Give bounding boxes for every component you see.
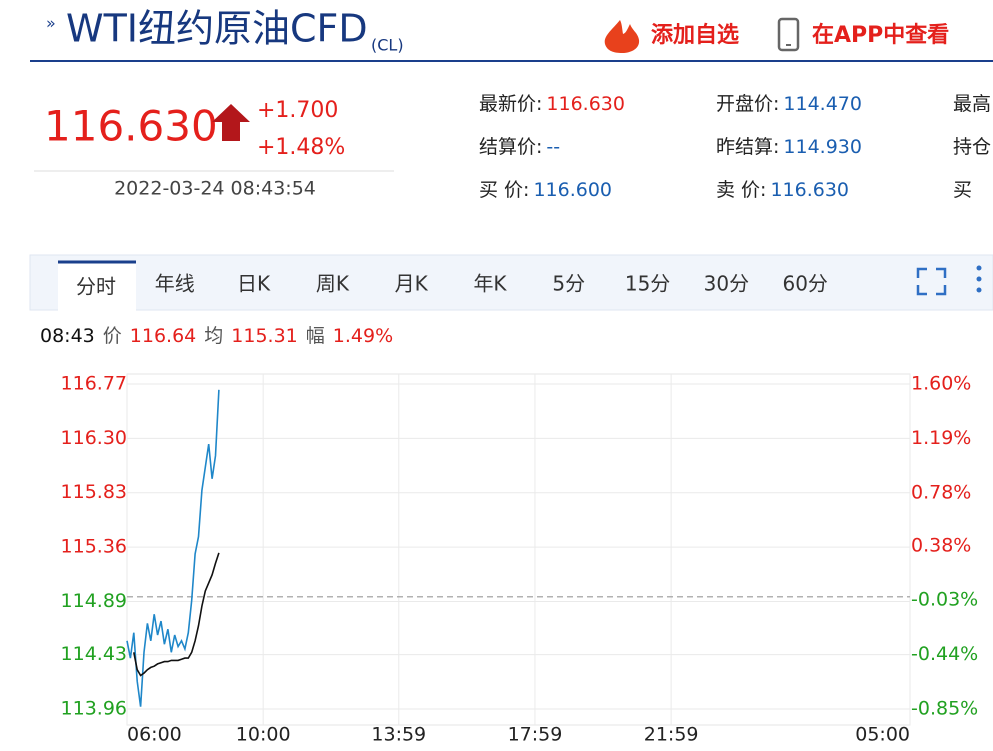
- info-label: 持仓: [953, 136, 991, 158]
- change-pct: +1.48%: [257, 135, 345, 160]
- tab[interactable]: 月K: [395, 272, 429, 296]
- info-value: 116.600: [533, 179, 612, 201]
- tab[interactable]: 周K: [316, 272, 350, 296]
- info-label: 昨结算:: [716, 136, 779, 158]
- code: (CL): [371, 36, 404, 55]
- y2-tick-label: -0.44%: [911, 643, 978, 665]
- status-line: 08:43 价 116.64 均 115.31 幅 1.49%: [40, 325, 393, 347]
- flame-icon[interactable]: [604, 20, 640, 53]
- status-time: 08:43: [40, 325, 95, 347]
- price-line: [133, 552, 220, 677]
- info-value: 116.630: [546, 93, 625, 115]
- info-value: 114.470: [783, 93, 862, 115]
- x-tick-label: 17:59: [508, 724, 563, 746]
- active-tab: [58, 262, 136, 311]
- x-tick-label: 21:59: [644, 724, 699, 746]
- tab[interactable]: 年线: [155, 272, 195, 296]
- tab[interactable]: 年K: [473, 272, 507, 296]
- y-tick-label: 115.83: [61, 481, 127, 503]
- status-price-label: 价: [103, 325, 122, 347]
- view-in-app[interactable]: 在APP中查看: [812, 22, 949, 48]
- y-tick-label: 114.89: [61, 590, 127, 612]
- change: +1.700: [257, 98, 338, 123]
- info-value: 114.930: [783, 136, 862, 158]
- info-cell: 开盘价: 114.470: [716, 93, 862, 115]
- plot-frame: [126, 373, 911, 726]
- info-cell: 结算价: --: [479, 136, 560, 158]
- last-price: 116.630: [44, 102, 218, 151]
- y2-tick-label: 1.19%: [911, 427, 971, 449]
- y-tick-label: 114.43: [61, 643, 127, 665]
- status-avg-label: 均: [204, 325, 223, 347]
- y2-tick-label: 0.38%: [911, 534, 971, 556]
- x-tick-label: 10:00: [236, 724, 291, 746]
- info-label: 开盘价:: [716, 93, 779, 115]
- price-line: [126, 389, 220, 707]
- info-label: 结算价:: [479, 136, 542, 158]
- info-cell: 卖 价: 116.630: [716, 179, 849, 201]
- info-cell: 昨结算: 114.930: [716, 136, 862, 158]
- more-icon[interactable]: [976, 265, 982, 293]
- tab[interactable]: 60分: [782, 272, 827, 296]
- chevron: »: [46, 14, 56, 33]
- info-cell: 持仓: [953, 136, 991, 158]
- info-value: 116.630: [770, 179, 849, 201]
- info-cell: 最新价: 116.630: [479, 93, 625, 115]
- status-price: 116.64: [130, 325, 196, 347]
- tab-bar: [29, 254, 993, 311]
- tab[interactable]: 15分: [625, 272, 670, 296]
- y-tick-label: 116.77: [61, 373, 127, 395]
- info-cell: 最高: [953, 93, 991, 115]
- status-text: 08:43 价 116.64 均 115.31 幅 1.49%: [40, 325, 393, 347]
- status-avg: 115.31: [231, 325, 297, 347]
- x-tick-label: 05:00: [855, 724, 910, 746]
- info-cell: 买 价: 116.600: [479, 179, 612, 201]
- up-arrow: [212, 104, 250, 141]
- y-tick-label: 115.36: [61, 536, 127, 558]
- y-tick-label: 113.96: [61, 698, 127, 720]
- title: WTI纽约原油CFD: [66, 7, 368, 51]
- x-tick-label: 13:59: [371, 724, 426, 746]
- y2-tick-label: -0.03%: [911, 589, 978, 611]
- info-label: 卖 价:: [716, 179, 766, 201]
- tab[interactable]: 5分: [552, 272, 585, 296]
- info-label: 买 价:: [479, 179, 529, 201]
- fullscreen-icon[interactable]: [916, 267, 947, 296]
- tab[interactable]: 分时: [76, 275, 116, 299]
- info-label: 最新价:: [479, 93, 542, 115]
- y2-tick-label: -0.85%: [911, 698, 978, 720]
- status-amp-label: 幅: [306, 325, 325, 347]
- tab[interactable]: 30分: [704, 272, 749, 296]
- phone-icon[interactable]: [777, 17, 800, 52]
- info-label: 最高: [953, 93, 991, 115]
- y-tick-label: 116.30: [61, 427, 127, 449]
- info-cell: 买: [953, 179, 972, 201]
- add-watchlist[interactable]: 添加自选: [651, 22, 739, 48]
- tabs: 分时 年线 日K 周K 月K 年K 5分 15分 30分 60分: [58, 260, 828, 311]
- y2-tick-label: 0.78%: [911, 481, 971, 503]
- info-label: 买: [953, 179, 972, 201]
- tab[interactable]: 日K: [237, 272, 271, 296]
- info-value: --: [546, 136, 560, 158]
- x-tick-label: 06:00: [127, 724, 182, 746]
- chart: 116.77 116.30 115.83 115.36 114.89 114.43 113.…: [61, 373, 979, 746]
- quote-time: 2022-03-24 08:43:54: [114, 178, 316, 200]
- status-amp: 1.49%: [333, 325, 393, 347]
- y2-tick-label: 1.60%: [911, 373, 971, 395]
